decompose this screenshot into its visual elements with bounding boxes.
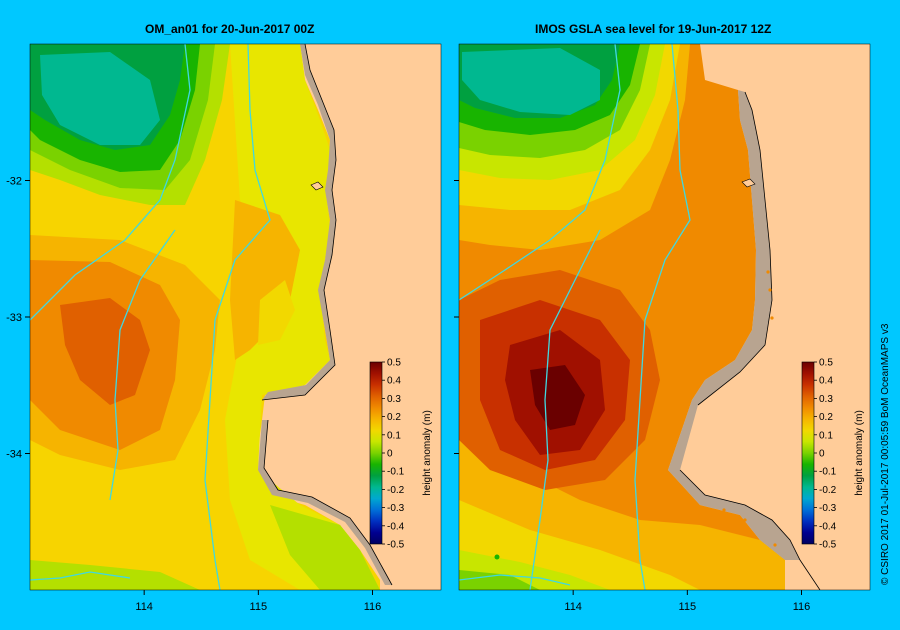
left-colorbar-tick-label: -0.3 (387, 503, 405, 514)
station-marker (494, 554, 500, 560)
right-colorbar: 0.5 0.4 0.3 0.2 0.1 0 -0.1 -0.2 -0.3 -0.4 -0.5 heig… (801, 358, 865, 551)
right-colorbar-tick-label: 0 (819, 449, 825, 460)
left-chart-title: OM_an01 for 20-Jun-2017 00Z (145, 22, 315, 36)
right-colorbar-tick-label: -0.5 (819, 540, 837, 551)
left-y-tick-label: -32 (6, 176, 22, 188)
right-colorbar-tick-label: 0.3 (819, 394, 833, 405)
right-map-panel (459, 44, 870, 590)
left-x-tick-label: 115 (250, 601, 268, 613)
right-colorbar-tick-label: -0.4 (819, 521, 837, 532)
right-chart-title: IMOS GSLA sea level for 19-Jun-2017 12Z (535, 22, 772, 36)
left-colorbar-label: height anomaly (m) (422, 410, 433, 496)
left-colorbar-tick-label: 0 (387, 449, 393, 460)
left-y-tick-label: -34 (6, 449, 22, 461)
axes-layer: 114 115 116 -32 -33 -34 114 115 116 (6, 176, 810, 614)
right-colorbar-tick-label: -0.2 (819, 485, 837, 496)
left-colorbar-tick-label: 0.4 (387, 376, 401, 387)
right-x-tick-label: 114 (564, 601, 582, 613)
left-x-tick-label: 114 (135, 601, 153, 613)
left-colorbar-tick-label: -0.4 (387, 521, 405, 532)
right-colorbar-tick-label: 0.1 (819, 430, 833, 441)
left-colorbar-tick-label: 0.2 (387, 412, 401, 423)
right-colorbar-tick-label: -0.1 (819, 467, 837, 478)
copyright-credit: © CSIRO 2017 01-Jul-2017 00:05:59 BoM Oc… (880, 323, 891, 585)
right-x-tick-label: 115 (679, 601, 697, 613)
right-colorbar-tick-label: -0.3 (819, 503, 837, 514)
left-colorbar-tick-label: -0.1 (387, 467, 405, 478)
right-colorbar-tick-label: 0.5 (819, 358, 833, 369)
left-map-panel (30, 44, 441, 590)
left-colorbar-tick-label: 0.3 (387, 394, 401, 405)
left-colorbar-tick-label: 0.5 (387, 358, 401, 369)
left-colorbar-tick-label: 0.1 (387, 430, 401, 441)
right-colorbar-tick-label: 0.2 (819, 412, 833, 423)
left-colorbar-tick-label: -0.2 (387, 485, 405, 496)
left-y-tick-label: -33 (6, 312, 22, 324)
right-x-tick-label: 116 (793, 601, 811, 613)
left-colorbar: 0.5 0.4 0.3 0.2 0.1 0 -0.1 -0.2 -0.3 -0.4 -0.5 heig… (369, 358, 433, 551)
right-colorbar-tick-label: 0.4 (819, 376, 833, 387)
colorbars-layer: 0.5 0.4 0.3 0.2 0.1 0 -0.1 -0.2 -0.3 -0.4 -0.5 heig… (369, 358, 865, 551)
right-colorbar-label: height anomaly (m) (854, 410, 865, 496)
left-colorbar-tick-label: -0.5 (387, 540, 405, 551)
left-x-tick-label: 116 (364, 601, 382, 613)
